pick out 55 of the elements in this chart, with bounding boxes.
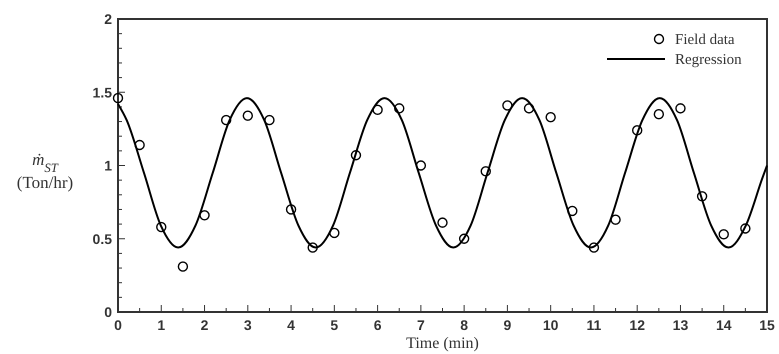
x-tick-label: 4 [287, 317, 296, 333]
point [416, 160, 426, 171]
point [112, 92, 124, 104]
x-tick-label: 8 [460, 317, 468, 333]
point [718, 229, 729, 240]
point [220, 114, 232, 126]
point [696, 191, 708, 202]
point [134, 140, 145, 150]
point [286, 204, 296, 215]
x-tick-label: 15 [759, 317, 775, 333]
y-axis-title: ṁ$_{ST}$ (Ton/hr) [16, 150, 74, 192]
point [350, 150, 362, 160]
x-tick-label: 9 [504, 317, 512, 333]
x-tick-label: 3 [244, 317, 252, 333]
x-tick-label: 10 [542, 317, 559, 333]
point [632, 125, 642, 136]
x-tick-label: 7 [416, 317, 425, 333]
point [372, 104, 383, 116]
x-tick-label: 11 [586, 317, 602, 333]
x-tick-label: 1 [157, 317, 166, 333]
point [458, 234, 470, 244]
y-tick-label: 1 [104, 158, 112, 174]
point [524, 103, 534, 114]
point [264, 114, 275, 126]
point [675, 103, 686, 114]
x-tick-label: 13 [672, 317, 688, 333]
point [740, 223, 751, 234]
y-tick-label: 0.5 [92, 230, 112, 247]
point [329, 228, 340, 238]
x-tick-label: 12 [629, 317, 646, 333]
point [199, 210, 210, 221]
x-tick-label: 5 [330, 317, 338, 333]
legend-label: Regression [675, 52, 742, 68]
point [610, 214, 621, 225]
x-axis-title: Time (min) [406, 335, 479, 352]
point [156, 222, 166, 232]
legend-label: Field data [675, 32, 735, 48]
point [502, 100, 513, 111]
point [545, 112, 556, 122]
x-tick-label: 0 [114, 317, 122, 333]
point [437, 217, 448, 228]
point [588, 242, 600, 253]
point [178, 261, 188, 272]
x-tick-label: 14 [716, 317, 732, 333]
y-tick-label: 2 [104, 11, 112, 27]
point [654, 109, 664, 120]
point [480, 166, 491, 177]
point [242, 110, 253, 121]
y-tick-label: 0 [104, 304, 112, 320]
x-tick-label: 2 [200, 317, 209, 333]
point [567, 206, 578, 216]
y-tick-label: 1.5 [92, 84, 112, 100]
point [394, 103, 404, 114]
point [308, 242, 318, 253]
x-tick-label: 6 [374, 317, 382, 333]
